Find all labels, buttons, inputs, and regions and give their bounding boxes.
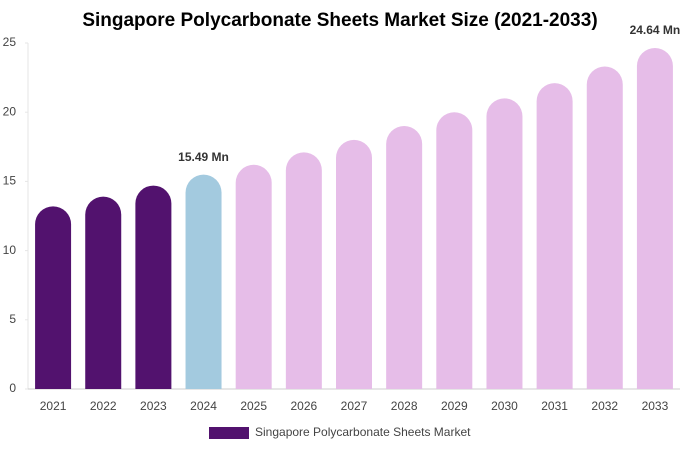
- x-tick-label: 2032: [591, 399, 618, 413]
- x-tick-label: 2031: [541, 399, 568, 413]
- y-tick-label: 5: [9, 312, 16, 326]
- bar: [536, 83, 573, 390]
- x-tick-label: 2033: [642, 399, 669, 413]
- y-tick-label: 10: [3, 243, 17, 257]
- x-tick-label: 2028: [391, 399, 418, 413]
- legend-swatch: [209, 427, 249, 439]
- x-tick-label: 2021: [40, 399, 67, 413]
- bar: [135, 185, 172, 389]
- value-label: 24.64 Mn: [630, 23, 680, 37]
- x-tick-label: 2030: [491, 399, 518, 413]
- bar: [336, 139, 372, 389]
- bar: [436, 112, 473, 389]
- bar: [85, 196, 122, 389]
- y-tick-label: 15: [3, 174, 17, 188]
- bar: [586, 66, 623, 389]
- bar: [636, 47, 673, 390]
- legend-label: Singapore Polycarbonate Sheets Market: [255, 425, 471, 439]
- y-tick-label: 25: [3, 35, 17, 49]
- bar: [235, 164, 272, 389]
- x-tick-label: 2025: [240, 399, 267, 413]
- value-label: 15.49 Mn: [178, 150, 229, 164]
- chart-title: Singapore Polycarbonate Sheets Market Si…: [82, 10, 597, 31]
- y-tick-label: 20: [3, 104, 17, 118]
- y-tick-label: 0: [9, 381, 16, 395]
- x-tick-label: 2029: [441, 399, 468, 413]
- bar: [35, 206, 72, 389]
- x-tick-label: 2026: [290, 399, 317, 413]
- x-tick-label: 2027: [341, 399, 368, 413]
- bar: [386, 126, 423, 390]
- x-tick-label: 2024: [190, 399, 217, 413]
- x-tick-label: 2023: [140, 399, 167, 413]
- bar: [185, 174, 222, 389]
- x-tick-label: 2022: [90, 399, 117, 413]
- bar: [285, 152, 322, 389]
- bar: [486, 98, 523, 390]
